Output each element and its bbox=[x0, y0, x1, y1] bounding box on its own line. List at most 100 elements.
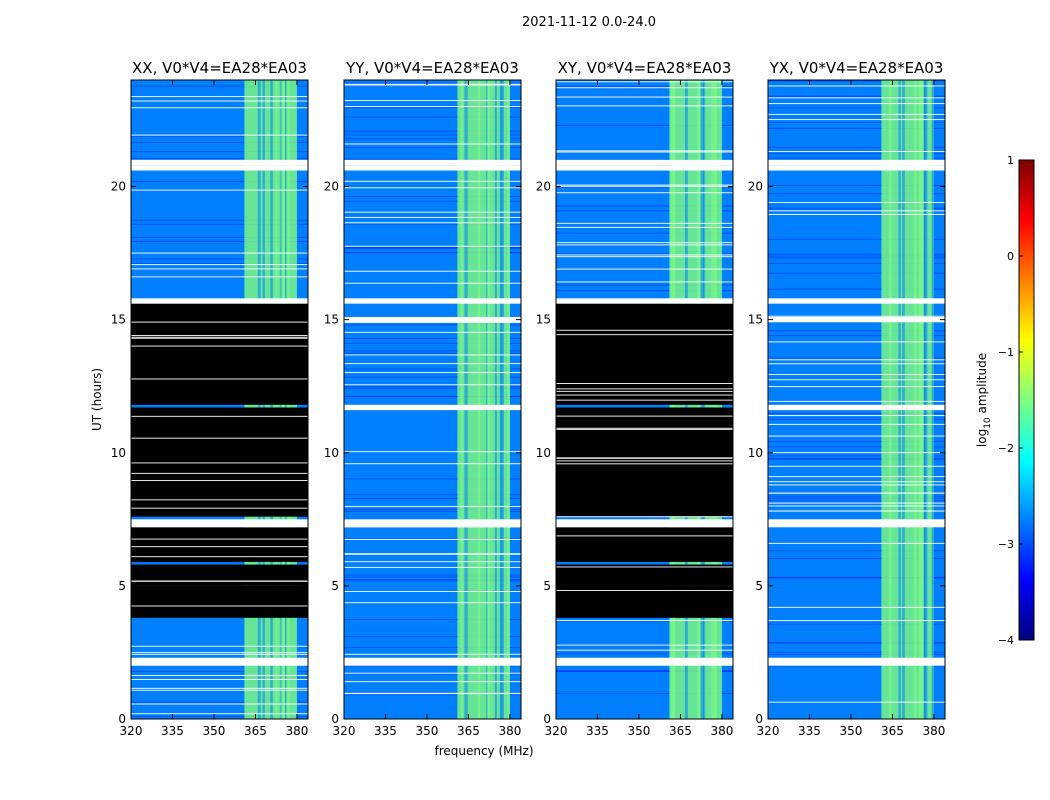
x-tick-label: 335 bbox=[586, 724, 609, 738]
noise-row bbox=[344, 261, 521, 263]
noise-row bbox=[344, 706, 521, 708]
noise-row bbox=[768, 492, 945, 494]
noise-row bbox=[344, 678, 521, 680]
band-channel bbox=[494, 80, 497, 719]
gap-line bbox=[556, 192, 733, 194]
gap-range bbox=[344, 165, 521, 171]
flagged-range bbox=[556, 527, 733, 562]
noise-row bbox=[344, 350, 521, 352]
x-tick-label: 365 bbox=[669, 724, 692, 738]
gap-line bbox=[556, 457, 733, 459]
noise-row bbox=[556, 174, 733, 176]
panel-3: YX, V0*V4=EA28*EA03 320 335 350 365 380 0 5 10 15… bbox=[748, 59, 946, 738]
noise-row bbox=[768, 550, 945, 552]
gap-line bbox=[556, 390, 733, 392]
gap-line bbox=[556, 150, 733, 152]
noise-row bbox=[131, 229, 308, 231]
noise-row bbox=[768, 127, 945, 129]
gap-line bbox=[768, 502, 945, 504]
noise-row bbox=[768, 495, 945, 497]
noise-row bbox=[768, 455, 945, 457]
flagged-range bbox=[131, 407, 308, 517]
noise-row bbox=[556, 86, 733, 88]
noise-row bbox=[768, 257, 945, 259]
noise-row bbox=[344, 432, 521, 434]
noise-row bbox=[344, 530, 521, 532]
panel-title: YY, V0*V4=EA28*EA03 bbox=[345, 59, 519, 77]
gap-line bbox=[556, 105, 733, 107]
gap-line bbox=[344, 553, 521, 555]
gap-line bbox=[556, 184, 733, 186]
gap-line bbox=[131, 605, 308, 607]
noise-row bbox=[768, 337, 945, 339]
gap-line bbox=[344, 526, 521, 528]
noise-row bbox=[556, 148, 733, 150]
noise-row bbox=[344, 154, 521, 156]
noise-row bbox=[344, 713, 521, 715]
gap-line bbox=[131, 472, 308, 474]
noise-row bbox=[344, 493, 521, 495]
gap-line bbox=[131, 580, 308, 582]
noise-row bbox=[768, 645, 945, 647]
noise-row bbox=[556, 670, 733, 672]
flagged-range bbox=[131, 527, 308, 562]
noise-row bbox=[344, 386, 521, 388]
y-tick-label: 0 bbox=[118, 712, 126, 726]
gap-line bbox=[131, 336, 308, 338]
noise-row bbox=[344, 509, 521, 511]
x-tick-label: 320 bbox=[120, 724, 143, 738]
noise-row bbox=[768, 418, 945, 420]
band-channel bbox=[477, 80, 481, 719]
gap-line bbox=[344, 406, 521, 408]
gap-line bbox=[344, 320, 521, 322]
noise-row bbox=[344, 116, 521, 118]
noise-row bbox=[344, 396, 521, 398]
noise-row bbox=[768, 397, 945, 399]
gap-line bbox=[556, 566, 733, 568]
noise-row bbox=[131, 181, 308, 183]
noise-row bbox=[344, 130, 521, 132]
gap-line bbox=[556, 394, 733, 396]
flagged-range bbox=[556, 407, 733, 517]
noise-row bbox=[768, 577, 945, 579]
noise-row bbox=[556, 219, 733, 221]
noise-row bbox=[768, 357, 945, 359]
noise-row bbox=[768, 109, 945, 111]
panel-0: XX, V0*V4=EA28*EA03 320 335 350 365 380 0 5 10 15… bbox=[90, 59, 309, 738]
gap-line bbox=[344, 561, 521, 563]
gap-line bbox=[131, 415, 308, 417]
noise-row bbox=[768, 653, 945, 655]
x-tick-label: 380 bbox=[285, 724, 308, 738]
gap-line bbox=[768, 374, 945, 376]
noise-row bbox=[768, 240, 945, 242]
gap-line bbox=[768, 476, 945, 478]
panels: XX, V0*V4=EA28*EA03 320 335 350 365 380 0 5 10 15… bbox=[90, 59, 946, 758]
gap-line bbox=[768, 341, 945, 343]
noise-row bbox=[768, 584, 945, 586]
gap-line bbox=[768, 415, 945, 417]
noise-row bbox=[131, 236, 308, 238]
gap-line bbox=[556, 460, 733, 462]
noise-row bbox=[556, 232, 733, 234]
gap-line bbox=[131, 556, 308, 558]
band-channel bbox=[931, 80, 935, 719]
x-tick-label: 365 bbox=[881, 724, 904, 738]
gap-line bbox=[131, 674, 308, 676]
gap-line bbox=[131, 276, 308, 278]
noise-row bbox=[556, 136, 733, 138]
gap-line bbox=[344, 180, 521, 182]
noise-row bbox=[344, 641, 521, 643]
y-tick-label: 0 bbox=[331, 712, 339, 726]
noise-row bbox=[768, 207, 945, 209]
noise-row bbox=[556, 210, 733, 212]
gap-line bbox=[131, 653, 308, 655]
noise-row bbox=[556, 214, 733, 216]
gap-line bbox=[344, 100, 521, 102]
gap-line bbox=[556, 415, 733, 417]
gap-line bbox=[131, 268, 308, 270]
noise-row bbox=[344, 200, 521, 202]
gap-line bbox=[131, 546, 308, 548]
gap-line bbox=[768, 213, 945, 215]
noise-row bbox=[131, 89, 308, 91]
gap-line bbox=[131, 189, 308, 191]
